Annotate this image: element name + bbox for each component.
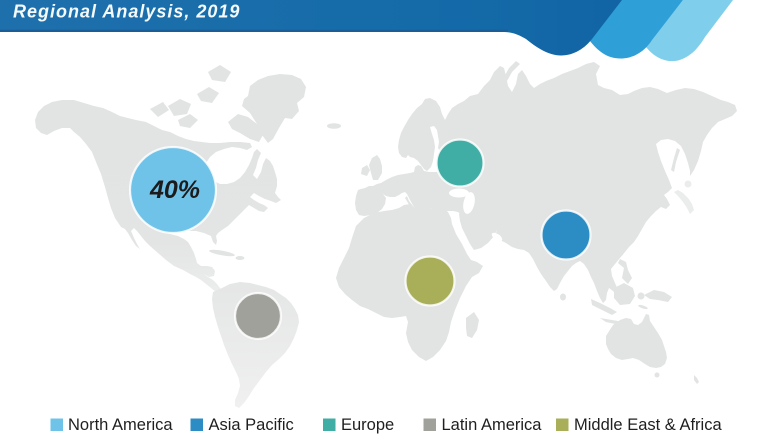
svg-text:40%: 40% [149, 176, 200, 204]
svg-text:Latin America: Latin America [442, 416, 543, 434]
svg-text:Europe: Europe [341, 416, 394, 434]
svg-text:Regional Analysis, 2019: Regional Analysis, 2019 [13, 2, 240, 22]
svg-text:North America: North America [68, 416, 173, 434]
svg-text:Middle East & Africa: Middle East & Africa [574, 416, 722, 434]
svg-text:Asia Pacific: Asia Pacific [209, 416, 294, 434]
